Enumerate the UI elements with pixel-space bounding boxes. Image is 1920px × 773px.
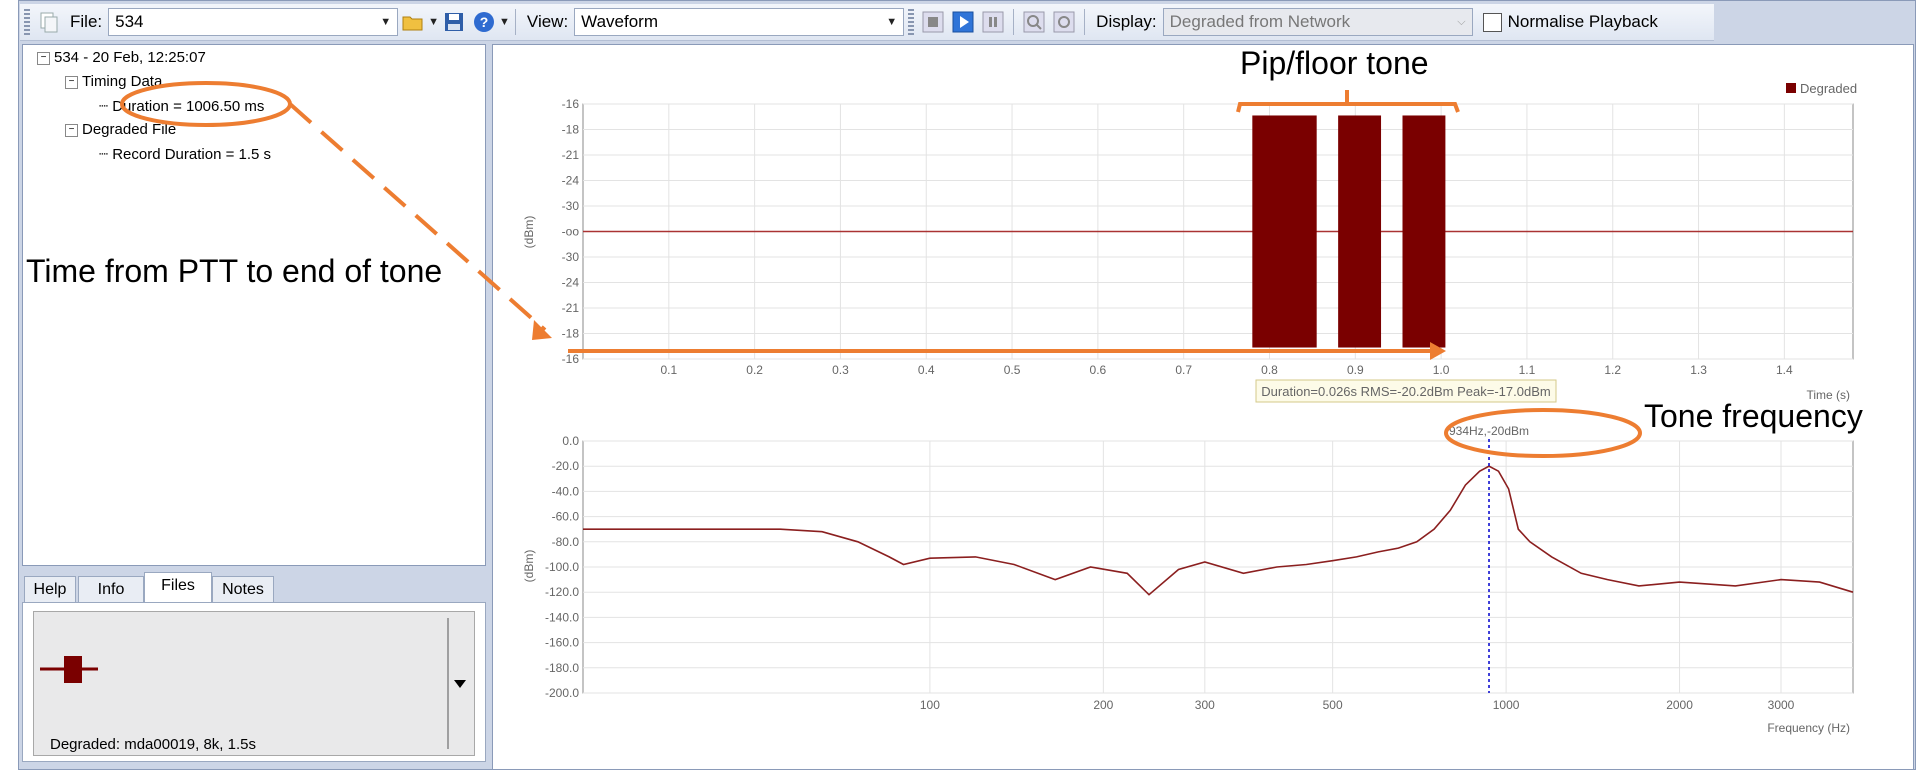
tree-connector: ┈: [99, 146, 113, 163]
play-icon[interactable]: [951, 10, 975, 34]
zoom-fit-icon[interactable]: [1052, 10, 1076, 34]
mini-waveform: [40, 618, 466, 749]
help-icon[interactable]: ?: [472, 10, 496, 34]
timing-tree: −534 - 20 Feb, 12:25:07 − Timing Data ┈ D…: [22, 44, 486, 566]
tree-node-degraded-label: Degraded File: [82, 121, 177, 138]
tree-item-record[interactable]: ┈ Record Duration = 1.5 s: [99, 145, 271, 163]
view-select-value: Waveform: [581, 12, 658, 31]
chevron-down-icon: ⌵: [1457, 15, 1466, 28]
file-select[interactable]: 534 ▼: [108, 8, 399, 36]
tone-frequency-annotation: Tone frequency: [1644, 398, 1863, 434]
collapse-icon[interactable]: −: [65, 123, 78, 137]
pause-icon[interactable]: [981, 10, 1005, 34]
help-dropdown-icon[interactable]: ▼: [499, 16, 510, 28]
ptt-annotation: Time from PTT to end of tone: [26, 253, 443, 289]
tree-connector: ┈: [99, 98, 113, 115]
tree-item-duration-label: Duration = 1006.50 ms: [112, 98, 265, 115]
files-caption: Degraded: mda00019, 8k, 1.5s: [50, 736, 256, 753]
tree-root-label: 534 - 20 Feb, 12:25:07: [54, 49, 206, 66]
tree-node-degraded[interactable]: − Degraded File: [65, 121, 176, 138]
file-thumbnail[interactable]: Degraded: mda00019, 8k, 1.5s: [33, 611, 475, 756]
view-label: View:: [526, 12, 569, 31]
open-dropdown-icon[interactable]: ▼: [428, 16, 440, 28]
tree-item-duration[interactable]: ┈ Duration = 1006.50 ms: [99, 97, 264, 115]
info-tabs: Help Info Files Notes: [22, 572, 484, 604]
toolbar-separator: [1013, 9, 1015, 35]
tab-files[interactable]: Files: [144, 572, 212, 604]
toolbar-grip[interactable]: [24, 9, 30, 35]
display-select-value: Degraded from Network: [1169, 12, 1351, 31]
tree-node-timing[interactable]: − Timing Data: [65, 73, 162, 90]
normalise-playback-checkbox[interactable]: [1482, 12, 1502, 32]
toolbar-grip[interactable]: [908, 9, 915, 35]
collapse-icon[interactable]: −: [65, 75, 78, 89]
open-folder-icon[interactable]: [401, 10, 425, 34]
files-panel: Degraded: mda00019, 8k, 1.5s: [22, 602, 486, 762]
tree-node-timing-label: Timing Data: [82, 73, 163, 90]
display-label: Display:: [1096, 12, 1157, 31]
collapse-icon[interactable]: −: [37, 51, 50, 65]
tree-root[interactable]: −534 - 20 Feb, 12:25:07: [37, 49, 206, 66]
file-label: File:: [70, 12, 103, 31]
tab-notes[interactable]: Notes: [212, 576, 274, 603]
zoom-icon[interactable]: [1022, 10, 1046, 34]
tab-help[interactable]: Help: [24, 576, 76, 603]
stop-icon[interactable]: [921, 10, 945, 34]
chevron-down-icon: ▼: [886, 16, 898, 28]
file-select-value: 534: [115, 12, 144, 31]
tab-info[interactable]: Info: [78, 576, 144, 603]
display-select[interactable]: Degraded from Network ⌵: [1162, 8, 1473, 36]
copy-file-icon[interactable]: [37, 10, 61, 34]
normalise-playback-label: Normalise Playback: [1507, 12, 1658, 31]
view-select[interactable]: Waveform ▼: [574, 8, 905, 36]
toolbar-separator: [514, 9, 516, 35]
save-icon[interactable]: [442, 10, 466, 34]
svg-text:?: ?: [480, 14, 489, 30]
toolbar: File: 534 ▼ ▼ ? ▼ View: Waveform ▼ Displ…: [20, 4, 1714, 41]
chevron-down-icon: ▼: [380, 16, 392, 28]
pip-tone-annotation: Pip/floor tone: [1240, 45, 1429, 81]
tree-item-record-label: Record Duration = 1.5 s: [112, 146, 272, 163]
toolbar-separator: [1084, 9, 1086, 35]
